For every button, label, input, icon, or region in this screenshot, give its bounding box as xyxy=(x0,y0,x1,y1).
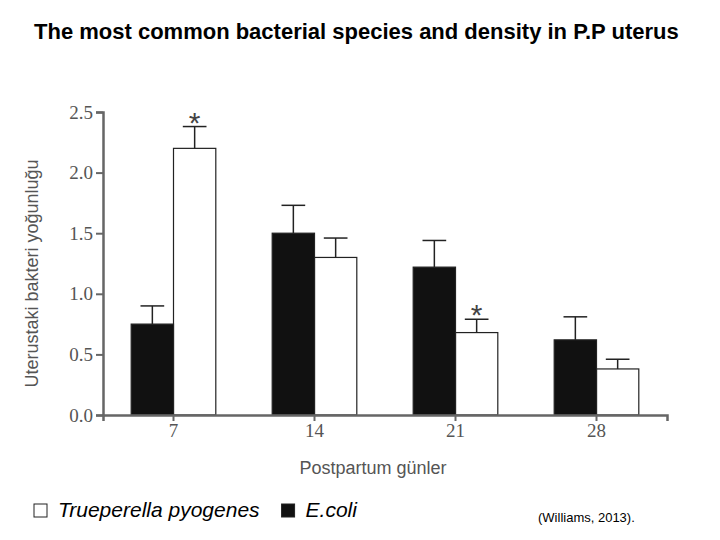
error-bar-stem xyxy=(434,240,436,267)
y-tick-label: 2.0 xyxy=(69,162,93,183)
y-tick-label: 0.5 xyxy=(69,344,93,365)
annotation: * xyxy=(189,106,201,139)
plot-area xyxy=(131,127,639,415)
bar xyxy=(597,369,639,415)
y-tick: 1.5 xyxy=(69,223,103,244)
error-bar xyxy=(606,359,630,369)
error-bar-cap xyxy=(564,316,588,318)
x-tick-label: 7 xyxy=(169,420,179,441)
bar xyxy=(174,148,216,415)
error-bar xyxy=(564,317,588,340)
y-axis-line xyxy=(96,113,104,416)
error-bar-stem xyxy=(617,359,619,369)
x-tick-label: 14 xyxy=(305,420,325,441)
y-tick-label: 1.5 xyxy=(69,223,93,244)
x-tick-label: 28 xyxy=(587,420,606,441)
legend-label: Trueperella pyogenes xyxy=(58,498,260,521)
legend-label: E.coli xyxy=(306,498,359,521)
y-tick: 0.5 xyxy=(69,344,103,365)
x-tick: 14 xyxy=(305,415,325,441)
error-bar-cap xyxy=(606,358,630,360)
error-bar-stem xyxy=(575,317,577,340)
y-axis-title: Uterustaki bakteri yoğunluğu xyxy=(22,159,42,387)
y-tick-label: 1.0 xyxy=(69,283,93,304)
y-tick: 2.0 xyxy=(69,162,103,183)
chart: 0.0 0.5 1.0 1.5 2.0 2.5 7 14 21 28 Uterustaki bakt… xyxy=(0,0,720,540)
legend-swatch xyxy=(34,504,47,517)
y-axis: 0.0 0.5 1.0 1.5 2.0 2.5 xyxy=(69,102,103,426)
bar xyxy=(315,257,357,415)
annotation: * xyxy=(471,298,483,331)
y-tick-label: 0.0 xyxy=(69,405,93,426)
x-axis: 7 14 21 28 xyxy=(104,415,668,441)
bar xyxy=(131,324,173,415)
error-bar xyxy=(282,205,306,233)
error-bar-cap xyxy=(141,305,165,307)
error-bar xyxy=(324,238,348,257)
legend-swatch xyxy=(282,504,295,517)
error-bar-stem xyxy=(293,205,295,233)
error-bar-cap xyxy=(324,237,348,239)
error-bar-cap xyxy=(282,205,306,207)
error-bar-stem xyxy=(152,306,154,324)
error-bar xyxy=(423,240,447,267)
y-tick: 0.0 xyxy=(69,405,103,426)
legend: Trueperella pyogenes E.coli xyxy=(34,498,358,521)
x-tick-label: 21 xyxy=(446,420,465,441)
y-tick-mark xyxy=(96,172,103,174)
bar xyxy=(272,233,314,415)
x-tick: 21 xyxy=(446,415,465,441)
y-tick-mark xyxy=(96,293,103,295)
x-tick: 28 xyxy=(587,415,606,441)
error-bar-cap xyxy=(423,240,447,242)
x-axis-line xyxy=(104,416,668,422)
bar xyxy=(413,267,455,415)
error-bar-stem xyxy=(335,238,337,257)
y-tick-label: 2.5 xyxy=(69,102,93,123)
chart-title: The most common bacterial species and de… xyxy=(34,18,694,46)
y-tick-mark xyxy=(96,354,103,356)
y-tick: 2.5 xyxy=(69,102,103,123)
y-tick-mark xyxy=(96,112,103,114)
bar xyxy=(554,340,596,415)
y-tick-mark xyxy=(96,233,103,235)
x-axis-title: Postpartum günler xyxy=(299,458,446,478)
x-tick: 7 xyxy=(169,415,179,441)
bar xyxy=(456,333,498,415)
error-bar xyxy=(141,306,165,324)
y-tick: 1.0 xyxy=(69,283,103,304)
y-tick-mark xyxy=(96,415,103,417)
source: (Williams, 2013). xyxy=(538,510,635,525)
